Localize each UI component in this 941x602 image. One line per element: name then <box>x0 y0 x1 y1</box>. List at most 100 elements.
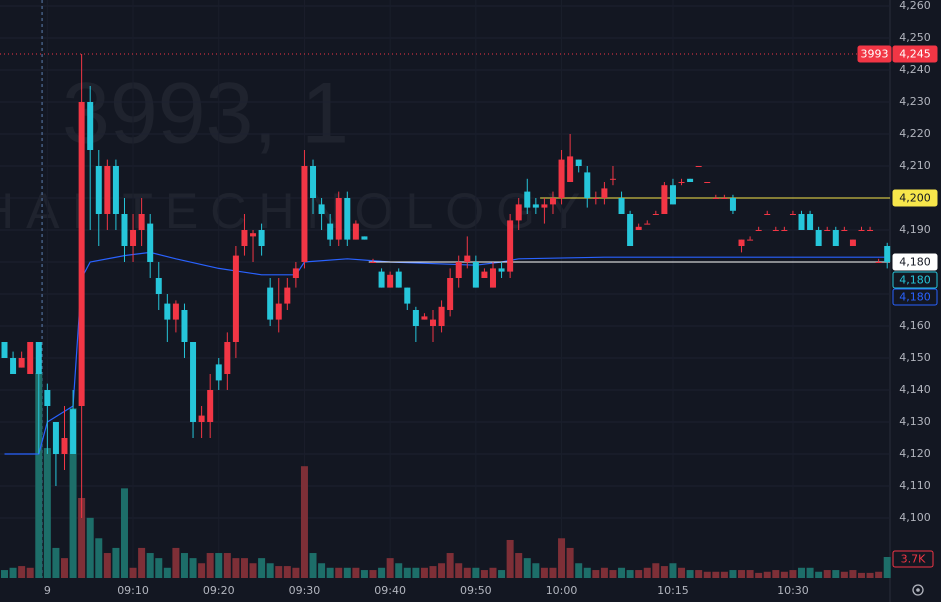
volume-bar <box>78 497 86 578</box>
volume-bar <box>129 567 137 578</box>
y-tick-label: 4,160 <box>899 319 931 332</box>
candle-body <box>130 230 137 246</box>
level-label: 4,245 <box>899 48 931 61</box>
last-price-label: 4,180 <box>899 274 931 287</box>
y-tick-label: 4,130 <box>899 415 931 428</box>
candle-body <box>232 255 239 342</box>
candle-body <box>764 214 771 215</box>
candle-body <box>592 198 599 199</box>
candle-body <box>147 223 154 262</box>
level-label-box <box>892 45 938 63</box>
candle-body <box>215 364 222 381</box>
volume-bar <box>575 563 583 578</box>
volume-bar <box>300 466 308 578</box>
y-tick-label: 4,100 <box>899 511 931 524</box>
volume-label-box <box>892 550 934 568</box>
volume-bar <box>866 572 874 578</box>
volume-bar <box>403 567 411 578</box>
candle-body <box>472 262 479 288</box>
candle-body <box>335 198 342 240</box>
volume-bar <box>832 570 840 578</box>
volume-bar <box>686 570 694 578</box>
candle-body <box>609 178 616 180</box>
volume-bar <box>480 570 488 578</box>
candle-body <box>18 358 25 368</box>
candle-body <box>138 214 145 230</box>
settings-icon[interactable] <box>912 584 924 596</box>
volume-bar <box>712 571 720 578</box>
candle-body <box>567 156 574 182</box>
candle-body <box>558 159 565 198</box>
candle-body <box>172 303 179 320</box>
candle-body <box>70 409 77 454</box>
candle-body <box>412 310 419 326</box>
y-tick-label: 4,260 <box>899 0 931 12</box>
volume-bar <box>26 567 34 578</box>
volume-bar <box>420 567 428 578</box>
candle-body <box>661 185 668 214</box>
candle-body <box>421 316 428 320</box>
volume-bar <box>343 567 351 578</box>
candle-body <box>181 310 188 342</box>
volume-bar <box>523 558 531 578</box>
candle-body <box>755 230 762 231</box>
volume-bar <box>532 563 540 578</box>
candle-body <box>627 214 634 246</box>
volume-bar <box>669 563 677 578</box>
volume-bar <box>249 563 257 578</box>
volume-bar <box>506 539 514 578</box>
candle-body <box>832 230 839 246</box>
volume-bar <box>232 558 240 578</box>
candle-body <box>678 182 685 183</box>
volume-bar <box>489 567 497 578</box>
volume-bar <box>352 567 360 578</box>
candle-body <box>695 166 702 167</box>
candle-body <box>275 303 282 320</box>
candle-body <box>781 230 788 231</box>
candle-body <box>301 166 308 262</box>
volume-bar <box>643 567 651 578</box>
candle-body <box>635 226 642 230</box>
y-tick-label: 4,150 <box>899 351 931 364</box>
candle-body <box>584 172 591 198</box>
candle-body <box>404 287 411 304</box>
candle-body <box>515 204 522 221</box>
volume-bar <box>498 570 506 578</box>
volume-bar <box>266 563 274 578</box>
y-tick-label: 4,140 <box>899 383 931 396</box>
volume-bar <box>566 547 574 578</box>
volume-bar <box>652 563 660 578</box>
candle-body <box>489 268 496 288</box>
volume-bar <box>69 408 77 578</box>
volume-bar <box>438 563 446 578</box>
volume-bar <box>763 571 771 578</box>
candle-body <box>652 214 659 215</box>
volume-bar <box>703 571 711 578</box>
volume-bar <box>840 571 848 578</box>
candle-body <box>104 166 111 214</box>
candle-body <box>95 166 102 214</box>
candle-body <box>258 230 265 246</box>
level-label: 4,180 <box>899 256 931 269</box>
candle-body <box>747 239 754 241</box>
candle-body <box>455 262 462 278</box>
candle-body <box>87 102 94 150</box>
volume-bar <box>772 570 780 578</box>
volume-bar <box>43 448 51 578</box>
volume-bar <box>95 538 103 578</box>
candle-body <box>224 342 231 374</box>
candle-body <box>687 178 694 182</box>
volume-bar <box>360 570 368 578</box>
candle-body <box>618 198 625 214</box>
volume-bar <box>823 570 831 578</box>
volume-bar <box>806 567 814 578</box>
y-tick-label: 4,120 <box>899 447 931 460</box>
volume-bar <box>858 572 865 578</box>
volume-bar <box>326 567 334 578</box>
volume-bar <box>258 558 266 578</box>
volume-bar <box>9 567 17 578</box>
last-price-label-box <box>892 271 938 289</box>
candle-body <box>507 220 514 272</box>
volume-bar <box>798 567 806 578</box>
